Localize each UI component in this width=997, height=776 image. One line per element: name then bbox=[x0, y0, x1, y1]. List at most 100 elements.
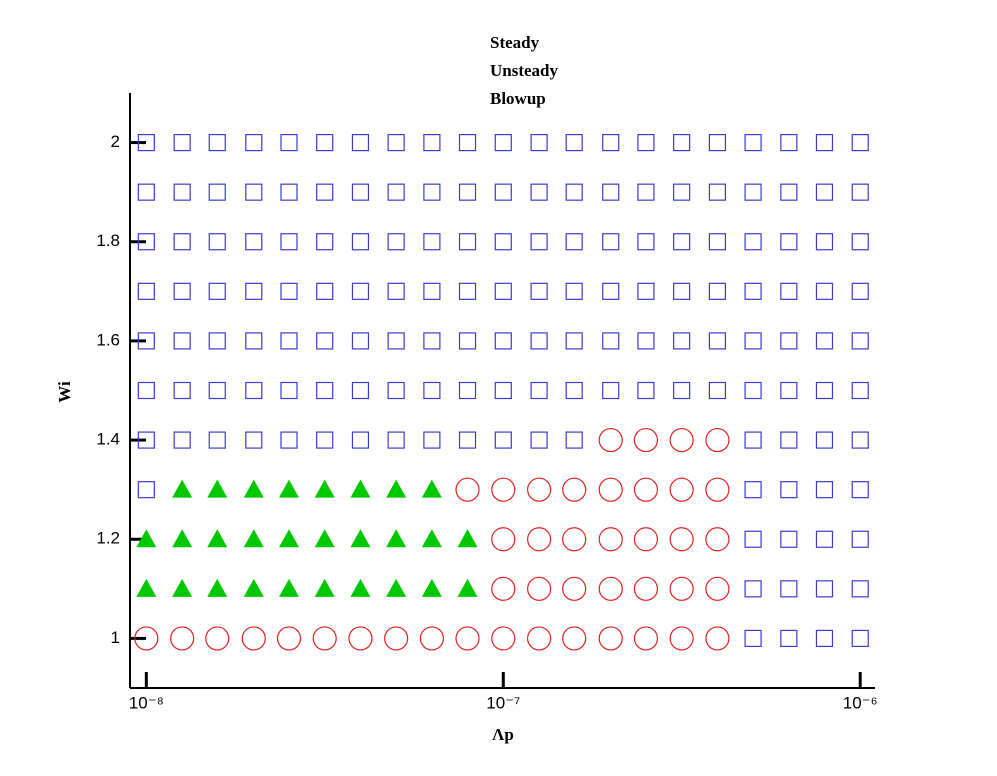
square-marker bbox=[708, 183, 727, 201]
square-marker bbox=[137, 481, 155, 499]
square-marker bbox=[208, 431, 226, 449]
square-marker bbox=[245, 133, 263, 152]
square-marker bbox=[851, 233, 869, 251]
circle-marker bbox=[527, 477, 552, 502]
square-marker bbox=[637, 133, 655, 152]
legend-label: Steady bbox=[490, 33, 540, 52]
circle-marker bbox=[170, 626, 195, 651]
circle-marker bbox=[134, 626, 159, 651]
circle-marker bbox=[205, 626, 230, 651]
circle-marker bbox=[669, 477, 694, 502]
square-marker bbox=[173, 233, 191, 251]
square-marker bbox=[316, 381, 334, 400]
circle-marker bbox=[276, 626, 302, 651]
square-marker bbox=[780, 431, 798, 449]
square-marker bbox=[602, 233, 620, 251]
square-marker bbox=[387, 381, 405, 400]
square-marker bbox=[494, 431, 512, 449]
square-marker bbox=[208, 133, 226, 152]
x-tick-label: 10⁻⁶ bbox=[843, 693, 878, 712]
y-axis-label: Wi bbox=[55, 381, 74, 403]
triangle-marker bbox=[278, 529, 299, 548]
circle-marker bbox=[669, 626, 694, 651]
square-marker bbox=[565, 431, 583, 449]
triangle-marker bbox=[172, 578, 193, 597]
x-tick-label: 10⁻⁸ bbox=[129, 693, 164, 712]
square-marker bbox=[494, 282, 512, 300]
square-marker bbox=[280, 332, 298, 350]
square-marker bbox=[387, 233, 405, 251]
square-marker bbox=[530, 431, 548, 449]
square-marker bbox=[780, 282, 798, 300]
square-marker bbox=[423, 332, 441, 350]
square-marker bbox=[637, 282, 655, 300]
square-marker bbox=[351, 183, 370, 201]
square-marker bbox=[316, 431, 334, 449]
circle-marker bbox=[598, 576, 623, 601]
square-marker bbox=[280, 381, 298, 400]
circle-marker bbox=[633, 527, 659, 552]
square-marker bbox=[744, 629, 762, 648]
triangle-marker bbox=[172, 529, 193, 548]
square-marker bbox=[851, 133, 869, 152]
square-marker bbox=[208, 282, 226, 300]
triangle-marker bbox=[278, 479, 299, 498]
square-marker bbox=[744, 282, 762, 300]
square-marker bbox=[851, 381, 869, 400]
square-marker bbox=[208, 183, 226, 201]
triangle-marker bbox=[243, 529, 264, 548]
y-tick-label: 1.8 bbox=[96, 231, 120, 250]
square-marker bbox=[744, 332, 762, 350]
x-tick-label: 10⁻⁷ bbox=[486, 693, 520, 712]
square-marker bbox=[387, 332, 405, 350]
circle-marker bbox=[562, 576, 587, 601]
circle-marker bbox=[491, 576, 516, 601]
triangle-marker bbox=[278, 578, 299, 597]
y-tick-label: 1 bbox=[111, 628, 120, 647]
circle-marker bbox=[633, 427, 659, 453]
y-tick-label: 1.2 bbox=[96, 529, 120, 548]
square-marker bbox=[137, 332, 155, 350]
square-marker bbox=[494, 332, 512, 350]
square-marker bbox=[351, 332, 370, 350]
square-marker bbox=[137, 233, 155, 251]
circle-marker bbox=[633, 626, 659, 651]
circle-marker bbox=[598, 626, 623, 651]
square-marker bbox=[423, 282, 441, 300]
square-marker bbox=[137, 431, 155, 449]
circle-marker bbox=[562, 477, 587, 502]
square-marker bbox=[815, 530, 834, 548]
circle-marker bbox=[705, 626, 730, 651]
square-marker bbox=[173, 431, 191, 449]
square-marker bbox=[423, 233, 441, 251]
square-marker bbox=[602, 183, 620, 201]
triangle-marker bbox=[314, 479, 335, 498]
legend-label: Unsteady bbox=[490, 61, 559, 80]
square-marker bbox=[708, 332, 727, 350]
triangle-marker bbox=[350, 479, 371, 498]
square-marker bbox=[565, 133, 583, 152]
square-marker bbox=[565, 233, 583, 251]
triangle-marker bbox=[314, 578, 335, 597]
circle-marker bbox=[348, 626, 373, 651]
square-marker bbox=[780, 580, 798, 598]
circle-marker bbox=[705, 576, 730, 601]
triangle-marker bbox=[386, 479, 407, 498]
triangle-marker bbox=[421, 529, 442, 548]
circle-marker bbox=[562, 626, 587, 651]
square-marker bbox=[137, 183, 155, 201]
square-marker bbox=[458, 332, 477, 350]
square-marker bbox=[208, 233, 226, 251]
circle-marker bbox=[527, 527, 552, 552]
square-marker bbox=[780, 530, 798, 548]
square-marker bbox=[780, 233, 798, 251]
square-marker bbox=[245, 431, 263, 449]
square-marker bbox=[245, 381, 263, 400]
square-marker bbox=[815, 481, 834, 499]
square-marker bbox=[780, 332, 798, 350]
square-marker bbox=[351, 233, 370, 251]
square-marker bbox=[851, 332, 869, 350]
circle-marker bbox=[705, 477, 730, 502]
square-marker bbox=[851, 580, 869, 598]
square-marker bbox=[280, 282, 298, 300]
